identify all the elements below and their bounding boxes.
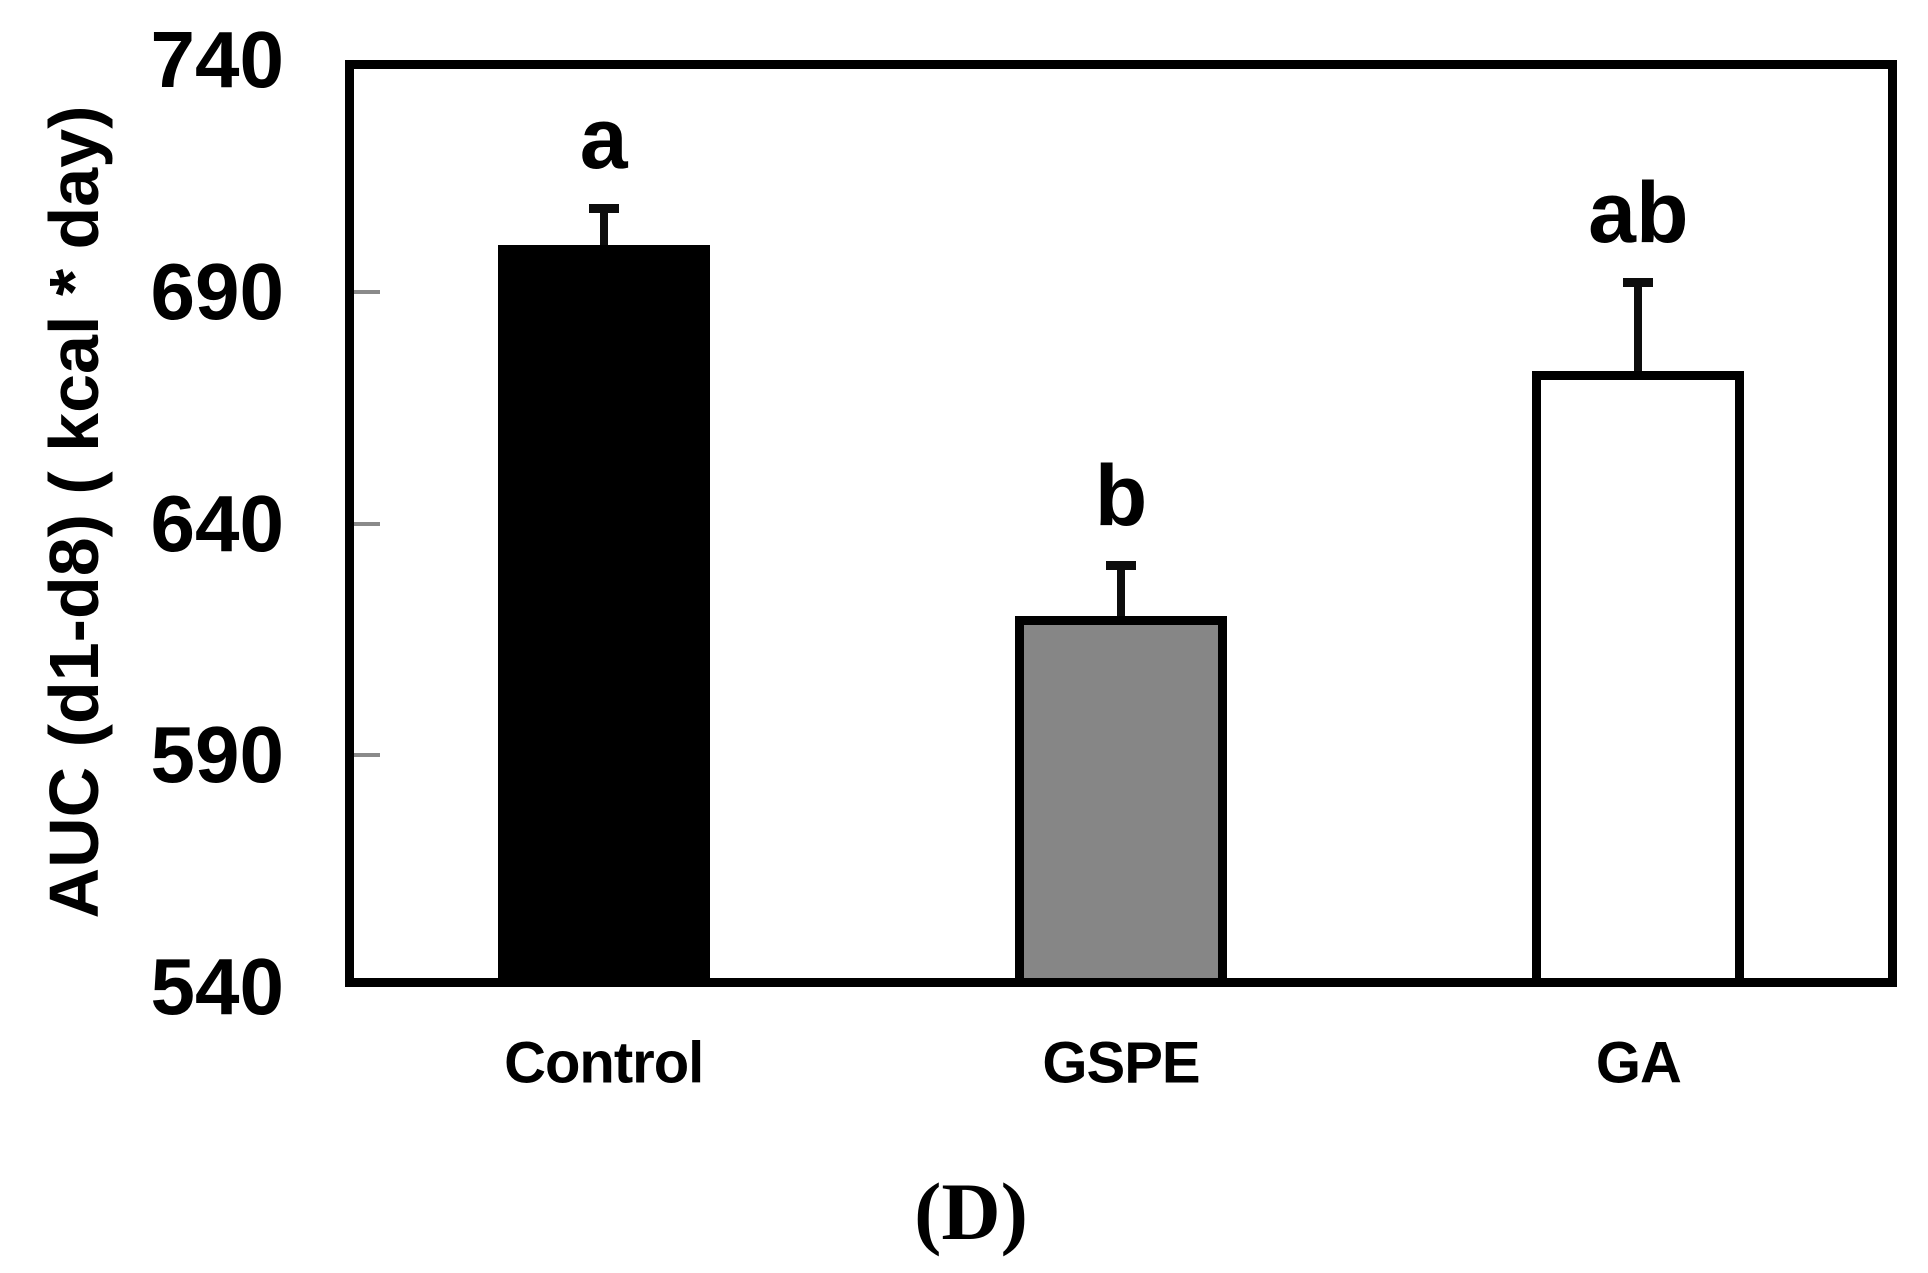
panel-label: (D) — [914, 1166, 1028, 1257]
significance-letter: ab — [1588, 165, 1689, 262]
x-axis-label-gspe: GSPE — [1042, 1030, 1200, 1096]
x-axis-label-ga: GA — [1595, 1030, 1682, 1096]
y-axis-tick-mark — [352, 289, 380, 294]
bar-gspe — [1015, 616, 1227, 987]
significance-letter: a — [579, 91, 628, 188]
y-axis-tick-mark — [352, 521, 380, 526]
error-bar-cap — [1106, 561, 1136, 571]
y-axis-tick-label: 640 — [150, 478, 284, 568]
bar-control — [497, 245, 710, 987]
error-bar-cap — [1623, 278, 1654, 288]
y-axis-tick-labels: 740 690 640 590 540 — [0, 0, 284, 1273]
x-axis-label-control: Control — [504, 1030, 704, 1096]
error-bar-cap — [588, 204, 619, 214]
y-axis-tick-label: 540 — [150, 942, 284, 1031]
y-axis-tick-mark — [352, 753, 380, 758]
error-bar-whisker — [1117, 565, 1125, 617]
y-axis-tick-label: 690 — [150, 246, 284, 336]
significance-letter: b — [1094, 448, 1148, 545]
plot-frame — [345, 60, 1897, 987]
y-axis-tick-label: 590 — [150, 710, 284, 800]
bar-ga — [1532, 370, 1745, 987]
y-axis-tick-label: 740 — [150, 15, 284, 104]
error-bar-whisker — [599, 208, 608, 246]
error-bar-whisker — [1634, 282, 1643, 371]
